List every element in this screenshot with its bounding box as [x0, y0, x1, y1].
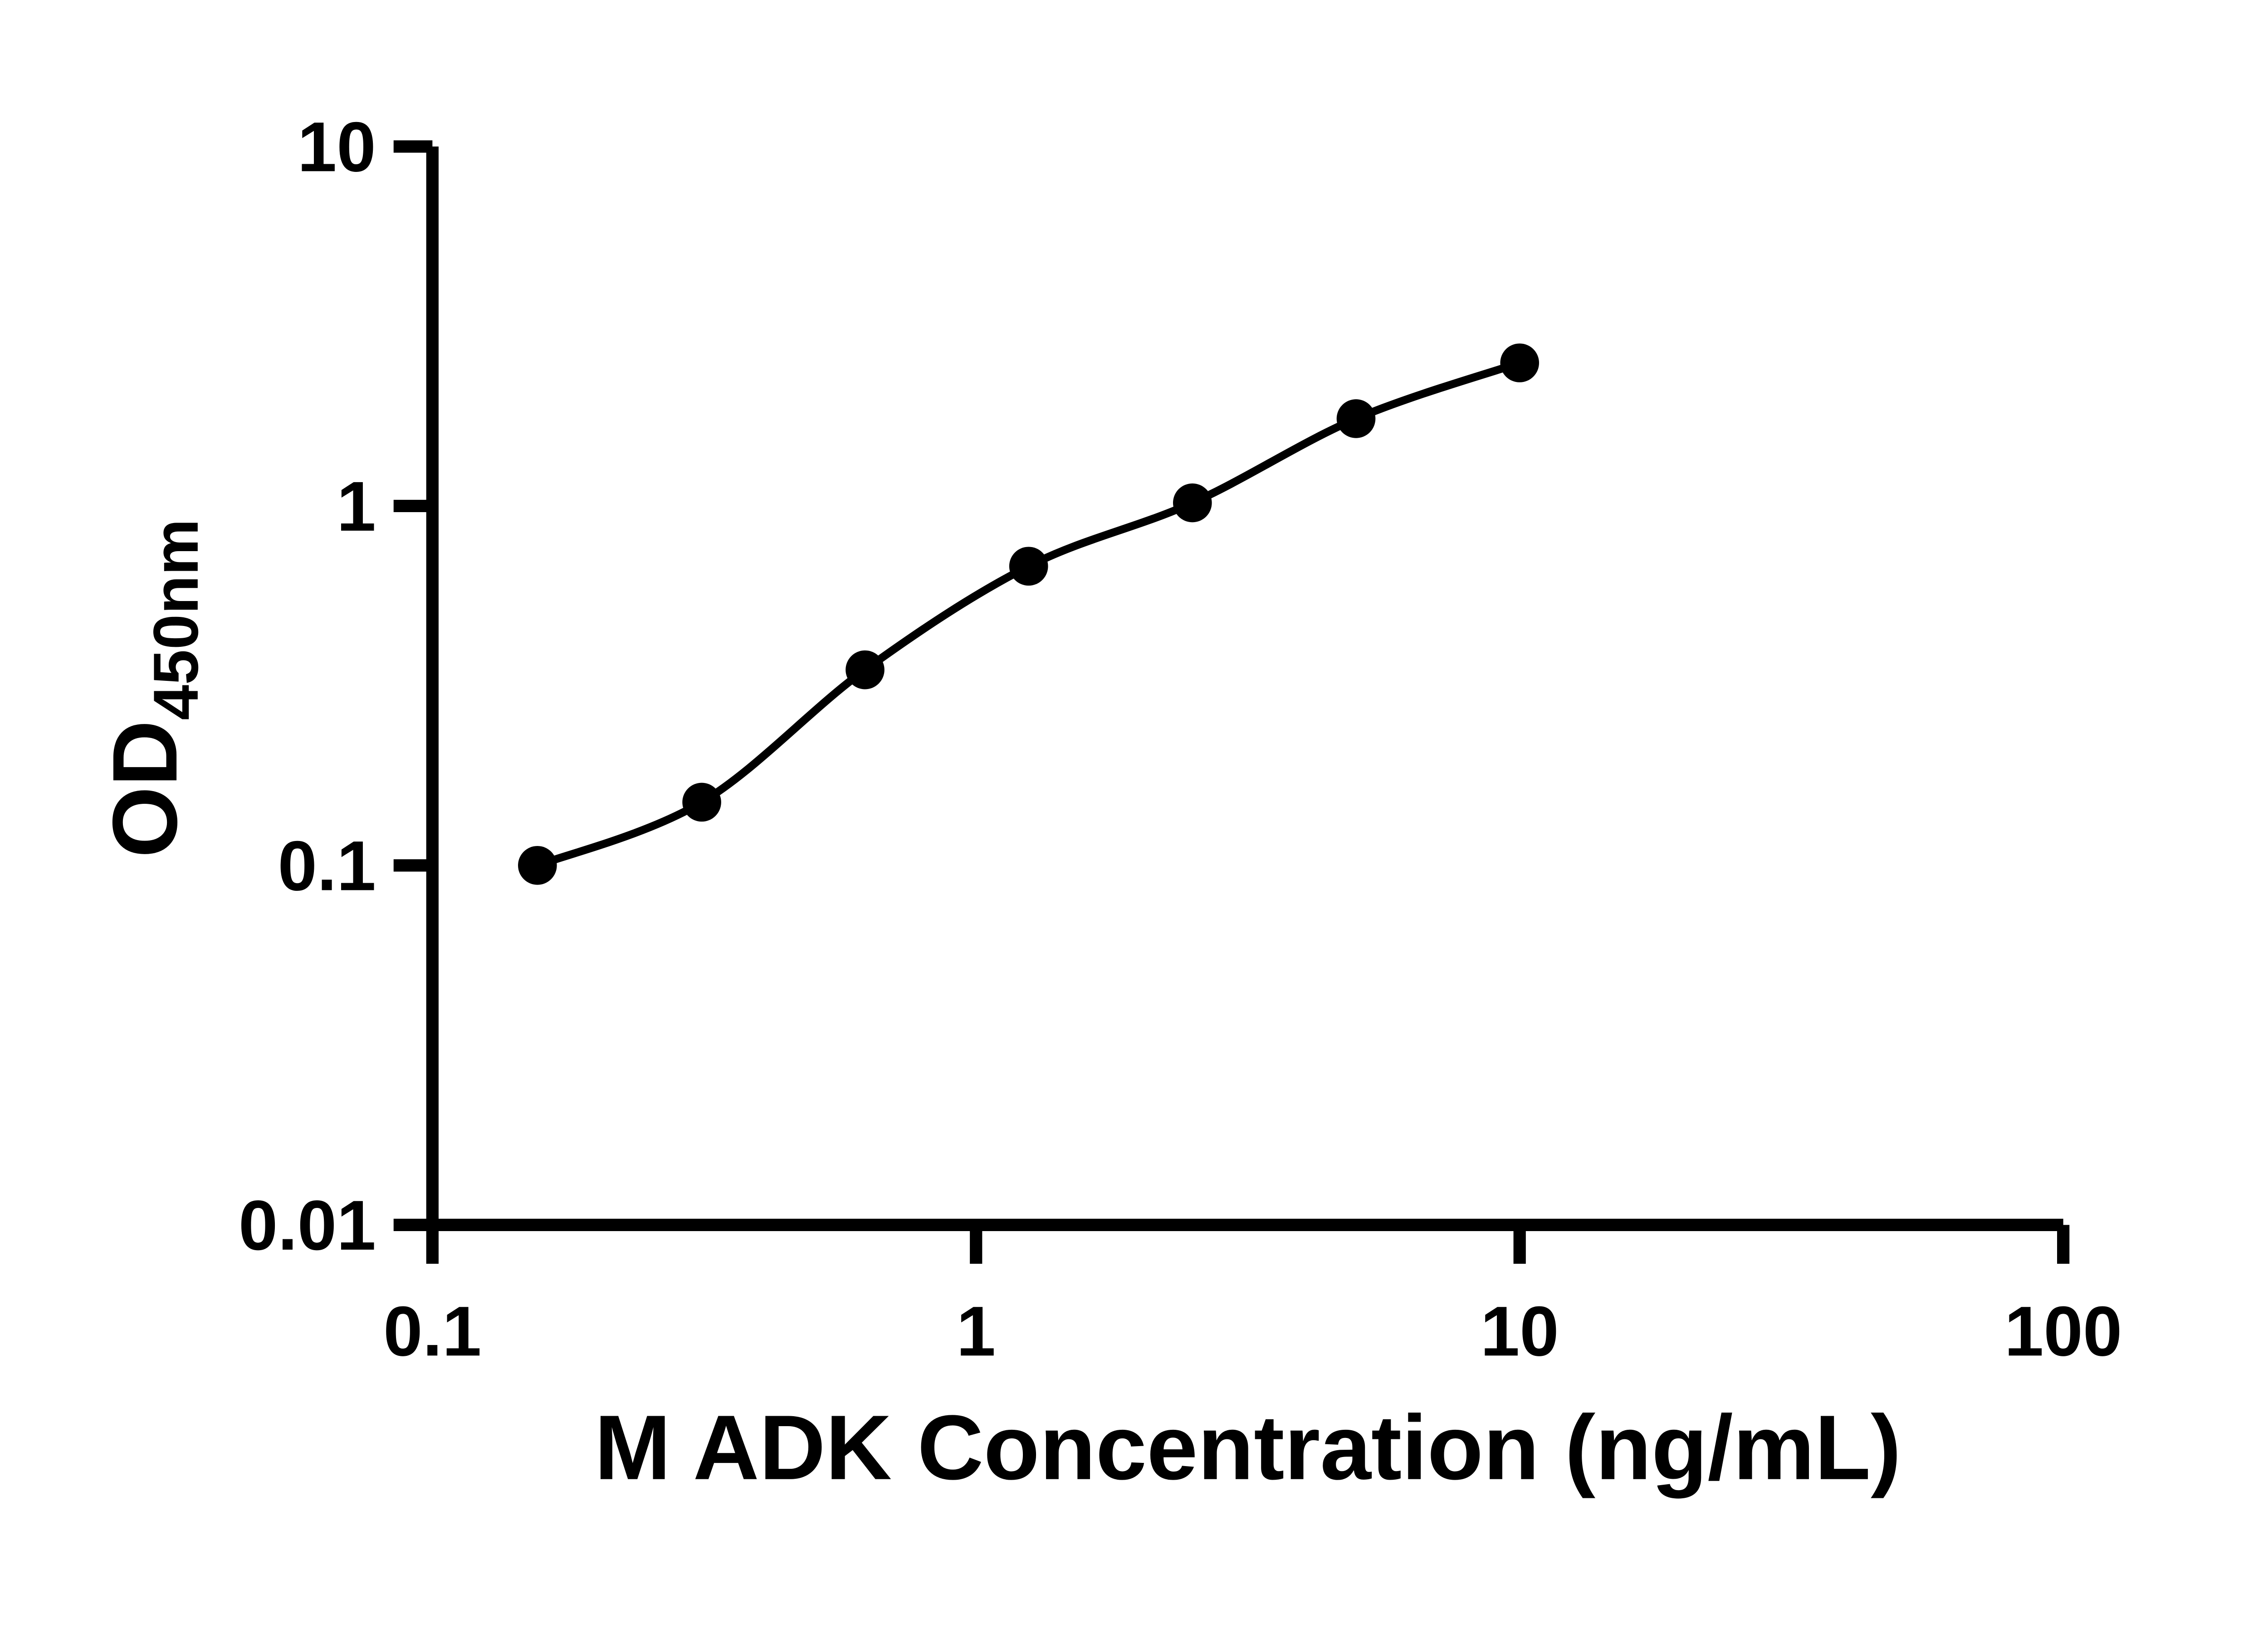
data-point [518, 846, 557, 885]
data-point [1336, 399, 1376, 438]
x-axis-title: M ADK Concentration (ng/mL) [594, 1396, 1901, 1499]
data-point [1009, 547, 1048, 586]
data-point [1173, 483, 1212, 523]
y-tick-label: 10 [298, 107, 376, 186]
data-point [1500, 343, 1539, 382]
y-axis-title-sub: 450nm [140, 519, 211, 720]
y-axis-title-main: OD [93, 720, 196, 858]
fit-curve [536, 359, 1521, 869]
x-tick-label: 10 [1481, 1291, 1559, 1370]
x-tick-label: 1 [956, 1291, 996, 1370]
x-tick-label: 0.1 [383, 1291, 481, 1370]
y-tick-label: 0.01 [239, 1186, 376, 1265]
y-tick-label: 0.1 [278, 826, 376, 905]
x-tick-label: 100 [2004, 1291, 2122, 1370]
y-tick-label: 1 [337, 467, 376, 546]
data-point [682, 782, 721, 822]
axes-spine [426, 146, 2063, 1232]
figure: 0.1 1 10 100 0.01 0.1 1 10 M ADK Concentration … [93, 107, 2122, 1499]
y-axis-title: OD450nm [93, 519, 211, 858]
data-point [846, 650, 885, 689]
